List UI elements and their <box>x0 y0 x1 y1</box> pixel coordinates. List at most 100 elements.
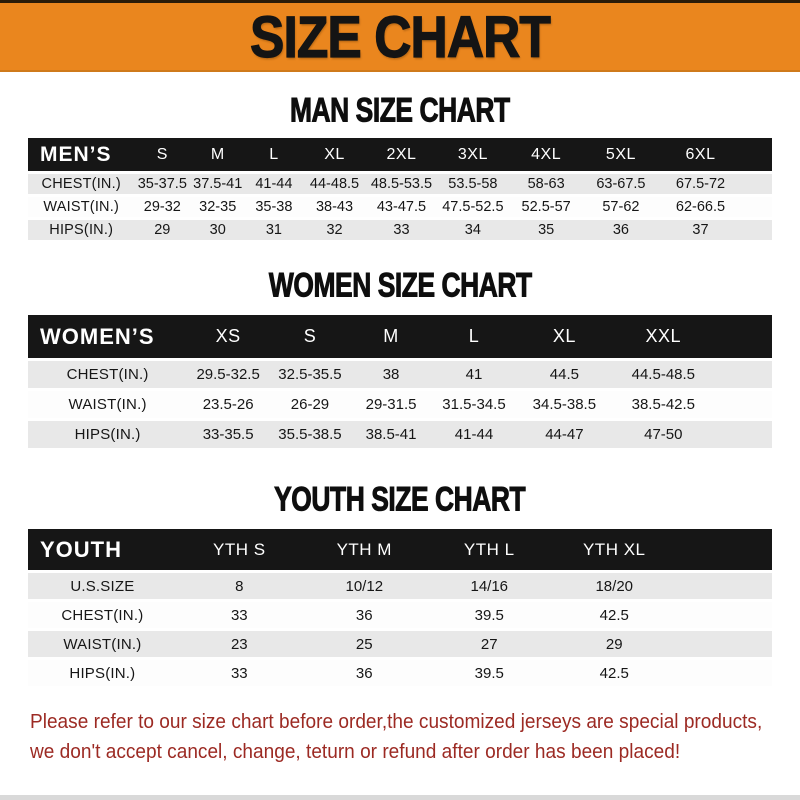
size-col-header: XS <box>187 315 270 358</box>
measurement-row: U.S.SIZE 8 10/12 14/16 18/20 <box>28 573 772 599</box>
row-spacer-cell <box>714 391 772 418</box>
footer-line-2: we don't accept cancel, change, teturn o… <box>30 740 681 763</box>
size-col-header: YTH S <box>176 529 302 570</box>
header-spacer-cell <box>676 529 772 570</box>
size-value: 47-50 <box>611 421 715 448</box>
measurement-row: CHEST(IN.) 29.5-32.5 32.5-35.5 38 41 44.5 44.5… <box>28 361 772 388</box>
size-value: 38-43 <box>302 197 367 217</box>
size-col-header: S <box>269 315 351 358</box>
size-value: 63-67.5 <box>582 174 659 194</box>
section-title-youth-text: YOUTH SIZE CHART <box>274 480 526 519</box>
row-label: HIPS(IN.) <box>28 421 188 448</box>
size-value: 48.5-53.5 <box>366 174 437 194</box>
section-title-man-text: MAN SIZE CHART <box>290 91 511 130</box>
size-value: 35-38 <box>245 197 303 217</box>
measurement-row: HIPS(IN.) 33 36 39.5 42.5 <box>28 660 772 686</box>
size-value: 25 <box>301 631 427 657</box>
header-spacer-cell <box>714 315 772 358</box>
size-value: 62-66.5 <box>658 197 743 217</box>
size-value: 37 <box>658 220 743 240</box>
header-spacer-cell <box>742 138 772 171</box>
size-col-header: 3XL <box>436 138 510 171</box>
size-col-header: 6XL <box>658 138 743 171</box>
banner: SIZE CHART <box>0 0 800 72</box>
size-value: 14/16 <box>426 573 552 599</box>
size-value: 29-32 <box>134 197 191 217</box>
size-col-header: 2XL <box>366 138 437 171</box>
size-value: 18/20 <box>551 573 677 599</box>
section-title-women: WOMEN SIZE CHART <box>0 266 800 305</box>
size-value: 26-29 <box>269 391 351 418</box>
size-col-header: M <box>350 315 432 358</box>
size-value: 36 <box>301 602 427 628</box>
size-table-header-row: WOMEN’S XS S M L XL XXL <box>28 315 772 358</box>
size-col-header: M <box>190 138 246 171</box>
size-value: 34.5-38.5 <box>516 391 612 418</box>
size-value: 29 <box>134 220 191 240</box>
row-spacer-cell <box>714 361 772 388</box>
measurement-row: WAIST(IN.) 29-32 32-35 35-38 38-43 43-47.5 47.… <box>28 197 772 217</box>
size-col-header: XXL <box>611 315 715 358</box>
section-title-man: MAN SIZE CHART <box>0 91 800 130</box>
size-value: 44.5 <box>516 361 612 388</box>
size-value: 42.5 <box>551 660 677 686</box>
women-size-table: WOMEN’S XS S M L XL XXL CHEST(IN.) 29.5-32.5 32.5… <box>28 312 772 451</box>
size-value: 36 <box>301 660 427 686</box>
measurement-row: HIPS(IN.) 33-35.5 35.5-38.5 38.5-41 41-44 44-… <box>28 421 772 448</box>
size-value: 57-62 <box>582 197 659 217</box>
size-value: 34 <box>436 220 510 240</box>
size-value: 39.5 <box>426 660 552 686</box>
measurement-row: CHEST(IN.) 33 36 39.5 42.5 <box>28 602 772 628</box>
size-value: 35-37.5 <box>134 174 191 194</box>
row-spacer-cell <box>742 220 772 240</box>
size-col-header: YTH L <box>426 529 552 570</box>
size-value: 23 <box>176 631 302 657</box>
size-value: 42.5 <box>551 602 677 628</box>
section-title-youth: YOUTH SIZE CHART <box>0 480 800 519</box>
size-value: 27 <box>426 631 552 657</box>
women-table-wrap: WOMEN’S XS S M L XL XXL CHEST(IN.) 29.5-32.5 32.5… <box>28 312 772 451</box>
measurement-row: WAIST(IN.) 23 25 27 29 <box>28 631 772 657</box>
size-value: 38 <box>350 361 432 388</box>
size-col-header: 4XL <box>509 138 583 171</box>
row-label: CHEST(IN.) <box>28 602 177 628</box>
men-size-table: MEN’S S M L XL 2XL 3XL 4XL 5XL 6XL CHEST(IN.) 35-37… <box>28 135 772 243</box>
row-label: U.S.SIZE <box>28 573 177 599</box>
table-title-cell: YOUTH <box>28 529 177 570</box>
size-value: 31.5-34.5 <box>431 391 517 418</box>
row-spacer-cell <box>714 421 772 448</box>
size-col-header: XL <box>516 315 612 358</box>
footer-note: Please refer to our size chart before or… <box>0 707 800 767</box>
size-value: 32.5-35.5 <box>269 361 351 388</box>
measurement-row: HIPS(IN.) 29 30 31 32 33 34 35 36 37 <box>28 220 772 240</box>
size-col-header: L <box>431 315 517 358</box>
size-value: 38.5-41 <box>350 421 432 448</box>
size-value: 41-44 <box>245 174 303 194</box>
size-value: 44-48.5 <box>302 174 367 194</box>
size-value: 36 <box>582 220 659 240</box>
size-col-header: 5XL <box>582 138 659 171</box>
measurement-row: CHEST(IN.) 35-37.5 37.5-41 41-44 44-48.5 48.5… <box>28 174 772 194</box>
row-spacer-cell <box>676 660 772 686</box>
row-label: CHEST(IN.) <box>28 361 188 388</box>
size-col-header: L <box>245 138 303 171</box>
size-value: 29 <box>551 631 677 657</box>
size-col-header: YTH M <box>301 529 427 570</box>
banner-title: SIZE CHART <box>249 3 551 69</box>
size-table-header-row: YOUTH YTH S YTH M YTH L YTH XL <box>28 529 772 570</box>
size-value: 33 <box>176 660 302 686</box>
size-value: 44-47 <box>516 421 612 448</box>
size-value: 37.5-41 <box>190 174 246 194</box>
size-value: 67.5-72 <box>658 174 743 194</box>
size-col-header: S <box>134 138 191 171</box>
size-value: 47.5-52.5 <box>436 197 510 217</box>
size-value: 43-47.5 <box>366 197 437 217</box>
table-title-cell: MEN’S <box>28 138 135 171</box>
row-label: HIPS(IN.) <box>28 660 177 686</box>
size-col-header: YTH XL <box>551 529 677 570</box>
table-title-cell: WOMEN’S <box>28 315 188 358</box>
size-value: 41-44 <box>431 421 517 448</box>
men-table-wrap: MEN’S S M L XL 2XL 3XL 4XL 5XL 6XL CHEST(IN.) 35-37… <box>28 135 772 243</box>
size-value: 30 <box>190 220 246 240</box>
size-value: 33-35.5 <box>187 421 270 448</box>
